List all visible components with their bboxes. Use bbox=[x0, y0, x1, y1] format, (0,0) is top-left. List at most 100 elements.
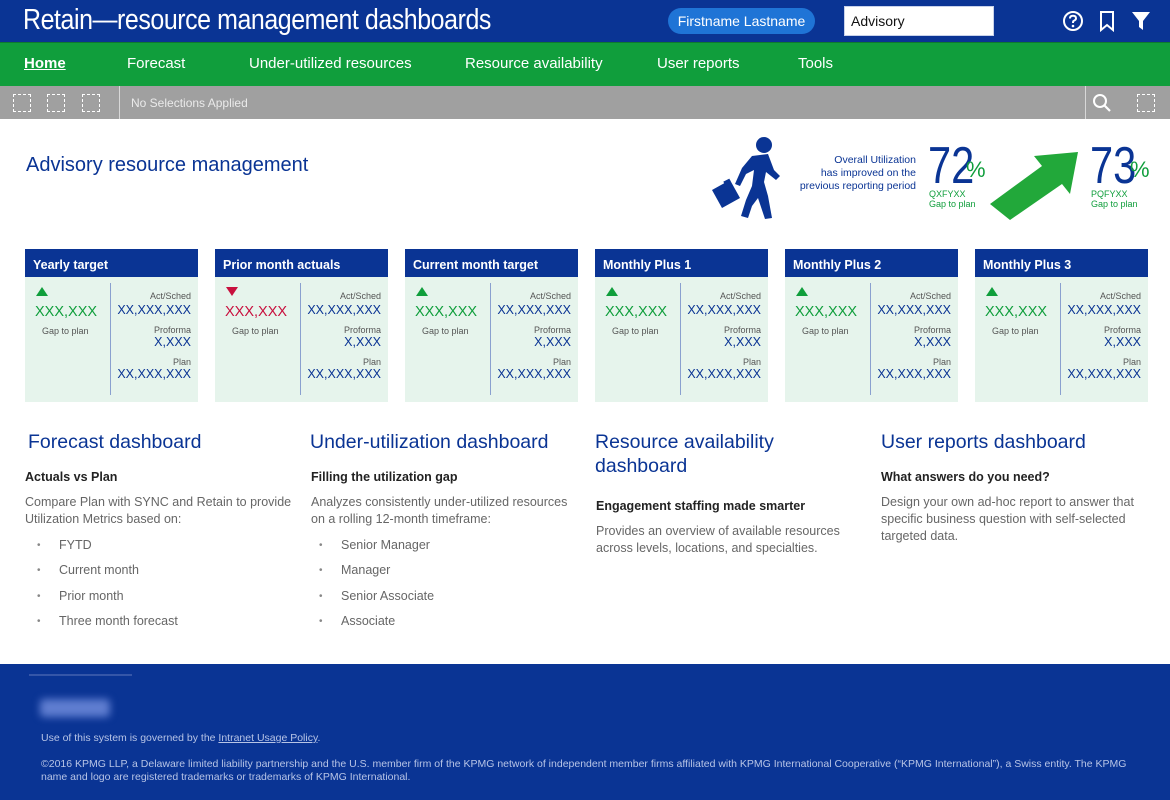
help-icon[interactable] bbox=[1062, 10, 1084, 32]
card-divider bbox=[870, 283, 871, 395]
plan-label: Plan bbox=[172, 357, 191, 367]
nav-under-utilized[interactable]: Under-utilized resources bbox=[249, 55, 412, 72]
fullscreen-icon[interactable] bbox=[1137, 94, 1155, 112]
card-main-value: XXX,XXX bbox=[415, 304, 478, 320]
kpi-card-monthly-plus-1[interactable]: Monthly Plus 1 XXX,XXX Gap to plan Act/S… bbox=[595, 249, 768, 402]
user-reports-description: Design your own ad-hoc report to answer … bbox=[881, 494, 1134, 545]
nav-forecast[interactable]: Forecast bbox=[127, 55, 186, 72]
kpi-card-yearly-target[interactable]: Yearly target XXX,XXX Gap to plan Act/Sc… bbox=[25, 249, 198, 402]
up-arrow-icon bbox=[990, 152, 1078, 220]
metric-2-code: PQFYXX bbox=[1091, 189, 1128, 199]
act-sched-value: XX,XXX,XXX bbox=[307, 303, 381, 317]
act-sched-value: XX,XXX,XXX bbox=[1067, 303, 1141, 317]
filter-icon[interactable] bbox=[1130, 10, 1152, 32]
user-reports-dashboard-link[interactable]: User reports dashboard bbox=[881, 431, 1086, 453]
description-line: on a rolling 12-month timeframe: bbox=[311, 512, 491, 526]
resource-availability-description: Provides an overview of available resour… bbox=[596, 523, 840, 557]
act-sched-value: XX,XXX,XXX bbox=[497, 303, 571, 317]
selection-divider bbox=[1085, 86, 1086, 119]
forecast-description: Compare Plan with SYNC and Retain to pro… bbox=[25, 494, 291, 528]
user-name-button[interactable]: Firstname Lastname bbox=[668, 8, 815, 34]
card-title: Current month target bbox=[405, 249, 578, 277]
kpi-card-monthly-plus-2[interactable]: Monthly Plus 2 XXX,XXX Gap to plan Act/S… bbox=[785, 249, 958, 402]
metric-1-note: Gap to plan bbox=[929, 199, 976, 209]
act-sched-value: XX,XXX,XXX bbox=[117, 303, 191, 317]
list-item: Associate bbox=[319, 614, 434, 639]
card-gap-label: Gap to plan bbox=[612, 326, 659, 336]
proforma-label: Proforma bbox=[913, 325, 951, 335]
utilization-metric-1: 72 bbox=[928, 137, 975, 195]
plan-label: Plan bbox=[742, 357, 761, 367]
selection-icon[interactable] bbox=[13, 94, 31, 112]
act-sched-label: Act/Sched bbox=[1099, 291, 1141, 301]
utilization-caption-line: Overall Utilization bbox=[834, 154, 916, 166]
card-main-value: XXX,XXX bbox=[985, 304, 1048, 320]
selection-bar: No Selections Applied bbox=[0, 86, 1170, 119]
proforma-value: X,XXX bbox=[724, 335, 761, 349]
footer: Use of this system is governed by the In… bbox=[0, 664, 1170, 800]
intranet-usage-policy-link[interactable]: Intranet Usage Policy bbox=[218, 732, 318, 744]
nav-resource-availability[interactable]: Resource availability bbox=[465, 55, 603, 72]
act-sched-label: Act/Sched bbox=[339, 291, 381, 301]
act-sched-label: Act/Sched bbox=[719, 291, 761, 301]
list-item: Current month bbox=[37, 563, 178, 588]
businessman-walking-icon bbox=[712, 137, 780, 219]
card-title: Yearly target bbox=[25, 249, 198, 277]
footer-copyright: ©2016 KPMG LLP, a Delaware limited liabi… bbox=[41, 758, 1127, 783]
selection-icon[interactable] bbox=[82, 94, 100, 112]
nav-tools[interactable]: Tools bbox=[798, 55, 834, 72]
main-nav: Home Forecast Under-utilized resources R… bbox=[0, 42, 1170, 86]
search-icon[interactable] bbox=[1092, 93, 1112, 113]
description-line: Analyzes consistently under-utilized res… bbox=[311, 495, 568, 509]
section-title-line: Resource availability bbox=[595, 431, 774, 453]
utilization-caption: Overall Utilization has improved on the … bbox=[780, 154, 916, 193]
proforma-label: Proforma bbox=[343, 325, 381, 335]
selection-icon[interactable] bbox=[47, 94, 65, 112]
nav-user-reports[interactable]: User reports bbox=[657, 55, 740, 72]
card-divider bbox=[300, 283, 301, 395]
metric-2-note: Gap to plan bbox=[1091, 199, 1138, 209]
resource-availability-subtitle: Engagement staffing made smarter bbox=[596, 499, 806, 513]
bookmark-icon[interactable] bbox=[1096, 10, 1118, 32]
plan-label: Plan bbox=[552, 357, 571, 367]
plan-value: XX,XXX,XXX bbox=[1067, 367, 1141, 381]
underutilization-description: Analyzes consistently under-utilized res… bbox=[311, 494, 567, 528]
description-line: Provides an overview of available resour… bbox=[596, 524, 840, 538]
card-main-value: XXX,XXX bbox=[795, 304, 858, 320]
underutilization-level-list: Senior Manager Manager Senior Associate … bbox=[319, 538, 434, 639]
app-title: Retain—resource management dashboards bbox=[23, 4, 491, 36]
proforma-label: Proforma bbox=[533, 325, 571, 335]
trend-up-icon bbox=[416, 287, 428, 296]
description-line: Utilization Metrics based on: bbox=[25, 512, 182, 526]
card-title: Monthly Plus 2 bbox=[785, 249, 958, 277]
proforma-label: Proforma bbox=[153, 325, 191, 335]
resource-availability-dashboard-link[interactable]: Resource availability dashboard bbox=[595, 430, 774, 478]
plan-value: XX,XXX,XXX bbox=[687, 367, 761, 381]
card-main-value: XXX,XXX bbox=[605, 304, 668, 320]
description-line: Design your own ad-hoc report to answer … bbox=[881, 495, 1134, 509]
card-divider bbox=[110, 283, 111, 395]
card-title: Monthly Plus 3 bbox=[975, 249, 1148, 277]
card-title: Monthly Plus 1 bbox=[595, 249, 768, 277]
footer-divider bbox=[29, 674, 132, 676]
act-sched-label: Act/Sched bbox=[149, 291, 191, 301]
kpi-card-monthly-plus-3[interactable]: Monthly Plus 3 XXX,XXX Gap to plan Act/S… bbox=[975, 249, 1148, 402]
list-item: Senior Manager bbox=[319, 538, 434, 563]
forecast-dashboard-link[interactable]: Forecast dashboard bbox=[28, 431, 202, 453]
kpmg-logo bbox=[40, 699, 110, 717]
practice-select[interactable]: Advisory bbox=[844, 6, 994, 36]
plan-label: Plan bbox=[362, 357, 381, 367]
kpi-card-current-month-target[interactable]: Current month target XXX,XXX Gap to plan… bbox=[405, 249, 578, 402]
trend-up-icon bbox=[986, 287, 998, 296]
card-gap-label: Gap to plan bbox=[42, 326, 89, 336]
card-gap-label: Gap to plan bbox=[422, 326, 469, 336]
description-line: specific business question with self-sel… bbox=[881, 512, 1126, 526]
underutilization-dashboard-link[interactable]: Under-utilization dashboard bbox=[310, 431, 549, 453]
kpi-card-prior-month-actuals[interactable]: Prior month actuals XXX,XXX Gap to plan … bbox=[215, 249, 388, 402]
nav-home[interactable]: Home bbox=[24, 55, 66, 72]
plan-label: Plan bbox=[932, 357, 951, 367]
utilization-caption-line: previous reporting period bbox=[799, 180, 916, 192]
policy-text: Use of this system is governed by the bbox=[41, 732, 219, 744]
proforma-value: X,XXX bbox=[1104, 335, 1141, 349]
card-divider bbox=[490, 283, 491, 395]
